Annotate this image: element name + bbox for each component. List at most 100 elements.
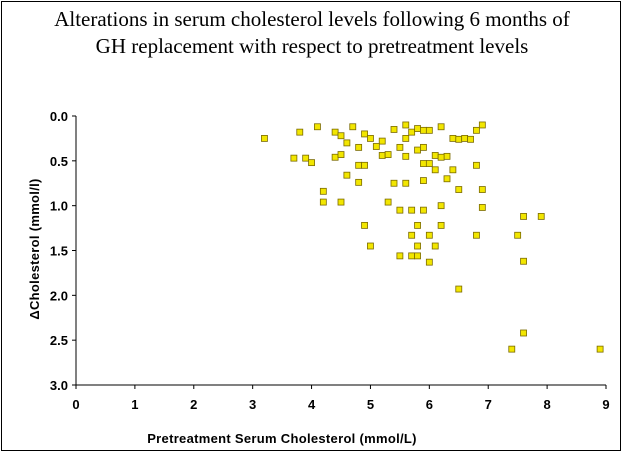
chart-title-line-2: GH replacement with respect to pretreatm… <box>95 34 529 58</box>
data-point <box>396 143 404 151</box>
data-point <box>396 252 404 260</box>
x-tick-label: 3 <box>249 397 256 412</box>
data-point <box>425 258 433 266</box>
y-tick-label: 1.0 <box>50 199 68 214</box>
data-point <box>378 152 386 159</box>
data-point <box>372 143 380 150</box>
data-point <box>402 179 410 187</box>
data-point <box>414 242 421 250</box>
chart-title-line-1: Alterations in serum cholesterol levels … <box>54 7 570 31</box>
data-point <box>396 206 404 214</box>
data-point <box>449 166 457 174</box>
x-tick-label: 7 <box>485 397 492 412</box>
data-point <box>390 179 398 187</box>
data-point <box>408 252 416 260</box>
y-tick-label: 0.0 <box>50 109 68 124</box>
x-tick-label: 4 <box>308 397 316 412</box>
data-point <box>431 152 439 159</box>
data-point <box>314 123 321 131</box>
y-tick-label: 2.5 <box>50 333 68 348</box>
data-point <box>520 213 527 220</box>
data-point <box>437 221 445 229</box>
data-point <box>455 285 463 293</box>
data-point <box>367 135 374 142</box>
data-point <box>431 242 439 250</box>
x-tick-label: 8 <box>543 397 550 412</box>
y-tick-label: 3.0 <box>50 378 68 393</box>
data-point <box>296 128 304 136</box>
data-point <box>349 123 357 131</box>
x-tick-label: 1 <box>131 397 138 412</box>
data-point <box>343 171 351 179</box>
data-point <box>384 198 392 206</box>
y-tick-label: 0.5 <box>50 154 68 169</box>
data-point <box>408 231 416 239</box>
points-layer <box>261 121 604 353</box>
data-point <box>443 152 451 160</box>
data-point <box>420 177 427 184</box>
data-point <box>478 186 486 193</box>
data-point <box>302 154 310 162</box>
data-point <box>455 135 463 143</box>
chart-title: Alterations in serum cholesterol levels … <box>0 6 624 60</box>
data-point <box>308 159 315 167</box>
data-point <box>331 153 339 161</box>
data-point <box>420 160 427 167</box>
data-point <box>431 166 439 174</box>
data-point <box>355 161 363 169</box>
data-point <box>361 161 368 169</box>
x-tick-label: 9 <box>602 397 609 412</box>
data-point <box>319 187 327 195</box>
data-point <box>514 231 522 239</box>
x-tick-label: 5 <box>367 397 374 412</box>
data-point <box>473 161 480 169</box>
data-point <box>449 135 457 142</box>
data-point <box>408 206 416 214</box>
y-tick-label: 1.5 <box>50 244 68 259</box>
data-point <box>390 126 398 133</box>
data-point <box>408 128 416 136</box>
x-tick-label: 6 <box>426 397 433 412</box>
data-point <box>361 130 368 138</box>
data-point <box>337 132 345 140</box>
data-point <box>402 152 410 160</box>
data-point <box>414 221 421 229</box>
data-point <box>319 198 327 206</box>
data-point <box>337 198 345 206</box>
data-point <box>402 121 410 129</box>
data-point <box>420 143 427 151</box>
data-point <box>443 175 451 183</box>
data-point <box>378 137 386 145</box>
data-point <box>478 121 486 129</box>
x-axis-label: Pretreatment Serum Cholesterol (mmol/L) <box>147 431 417 446</box>
data-point <box>355 143 363 151</box>
data-point <box>425 231 433 239</box>
data-point <box>261 135 268 142</box>
data-point <box>361 221 368 229</box>
data-point <box>467 135 474 143</box>
data-point <box>437 153 445 161</box>
data-point <box>537 213 545 220</box>
data-point <box>508 345 516 353</box>
data-point <box>473 126 480 134</box>
data-point <box>425 126 433 134</box>
data-point <box>437 202 445 210</box>
data-point <box>520 329 527 337</box>
data-point <box>478 204 486 211</box>
data-point <box>473 231 480 239</box>
data-point <box>414 146 421 154</box>
data-point <box>402 135 410 142</box>
data-point <box>331 128 339 136</box>
data-point <box>420 126 427 134</box>
y-tick-label: 2.0 <box>50 288 68 303</box>
x-tick-label: 2 <box>190 397 197 412</box>
data-point <box>425 160 433 167</box>
data-point <box>455 186 463 193</box>
data-point <box>596 345 604 353</box>
data-point <box>343 139 351 147</box>
data-point <box>461 135 469 142</box>
data-point <box>437 123 445 131</box>
data-point <box>420 206 427 214</box>
data-point <box>414 125 421 132</box>
